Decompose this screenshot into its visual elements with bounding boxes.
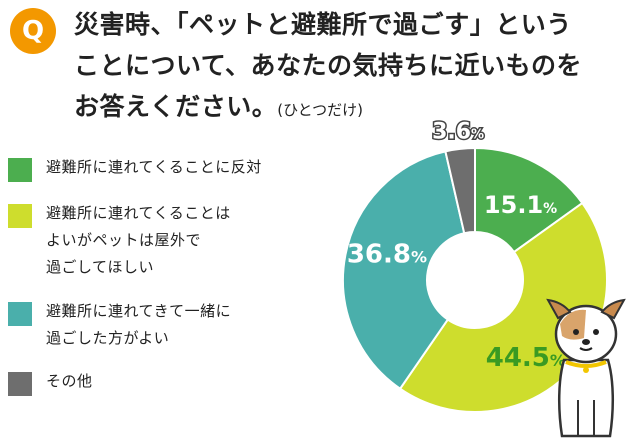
value-label-other: 3.6% xyxy=(432,120,484,145)
slice-other xyxy=(444,146,476,235)
slice-oppose xyxy=(474,146,584,254)
legend-label-oppose: 避難所に連れてくることに反対 xyxy=(46,154,308,181)
value-number: 44.5 xyxy=(486,343,550,373)
legend-label-line: 過ごした方がよい xyxy=(46,329,170,347)
value-unit: % xyxy=(471,128,484,143)
legend-label-line: 避難所に連れてくることに反対 xyxy=(46,158,262,176)
slice-together xyxy=(342,150,466,391)
legend-label-line: その他 xyxy=(46,372,93,390)
legend-label-outdoor: 避難所に連れてくることは よいがペットは屋外で 過ごしてほしい xyxy=(46,200,308,281)
legend-label-together: 避難所に連れてきて一緒に 過ごした方がよい xyxy=(46,298,308,352)
value-unit: % xyxy=(543,201,557,217)
question-text: 災害時、「ペットと避難所で過ごす」という ことについて、あなたの気持ちに近いもの… xyxy=(74,4,634,131)
legend-label-line: 避難所に連れてきて一緒に xyxy=(46,302,232,320)
value-label-outdoor: 44.5% xyxy=(486,343,566,373)
value-unit: % xyxy=(411,248,427,267)
legend-label-other: その他 xyxy=(46,368,308,395)
value-number: 36.8 xyxy=(347,240,411,270)
legend-swatch-outdoor xyxy=(8,204,32,228)
legend-label-line: よいがペットは屋外で xyxy=(46,231,202,249)
legend-label-line: 過ごしてほしい xyxy=(46,258,155,276)
question-line-3-text: お答えください。 xyxy=(74,92,278,121)
question-note: (ひとつだけ) xyxy=(277,101,363,119)
question-line-1: 災害時、「ペットと避難所で過ごす」という xyxy=(74,10,572,39)
legend-swatch-oppose xyxy=(8,158,32,182)
value-label-oppose: 15.1% xyxy=(484,191,557,219)
slice-outdoor xyxy=(398,201,608,413)
question-line-2: ことについて、あなたの気持ちに近いものを xyxy=(74,51,583,80)
value-label-together: 36.8% xyxy=(347,240,427,270)
legend-swatch-other xyxy=(8,372,32,396)
question-line-3: お答えください。(ひとつだけ) xyxy=(74,86,634,131)
legend-swatch-together xyxy=(8,302,32,326)
value-number: 3.6 xyxy=(432,120,471,145)
legend-label-line: 避難所に連れてくることは xyxy=(46,204,231,222)
dog-illustration-icon xyxy=(546,298,626,438)
value-number: 15.1 xyxy=(484,191,543,219)
question-badge: Q xyxy=(10,8,56,54)
